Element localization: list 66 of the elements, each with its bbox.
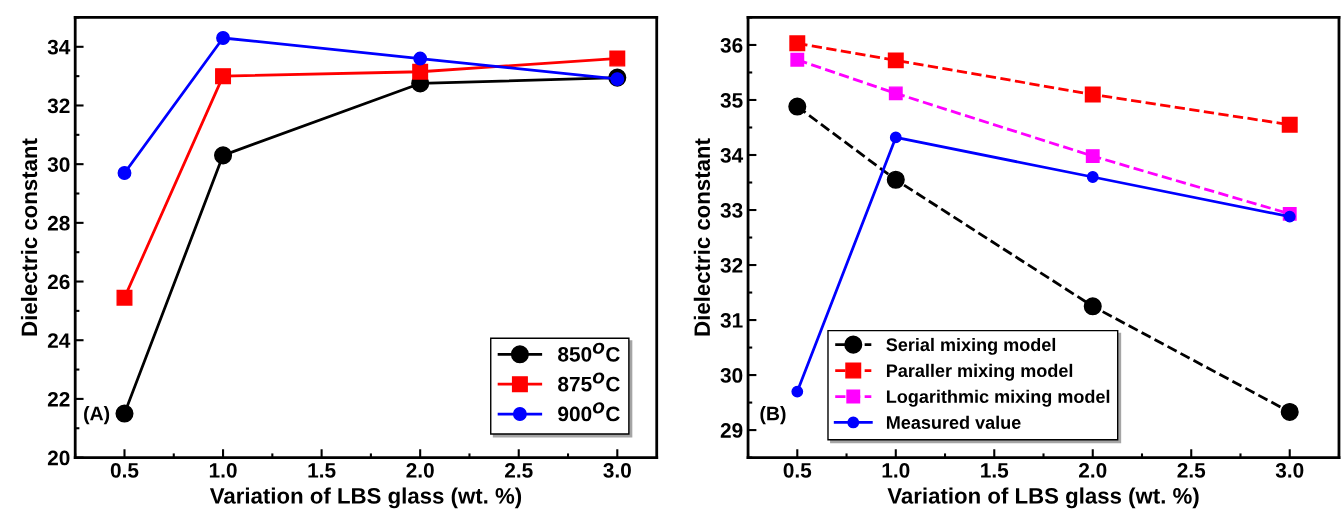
legend-label: Measured value (886, 415, 1021, 429)
legend-label: 850$^{O}$C (558, 342, 620, 362)
point (216, 31, 230, 45)
y-tick-label: 22 (47, 391, 70, 407)
y-tick-label: 32 (47, 98, 70, 114)
y-tick-label: 35 (720, 92, 743, 108)
point (215, 68, 232, 85)
y-tick-label: 20 (47, 450, 70, 466)
y-tick-label: 30 (47, 157, 70, 172)
annotation: (B) (760, 406, 786, 425)
point (1086, 171, 1099, 183)
legend-label: Logarithmic mixing model (886, 389, 1110, 407)
y-tick-label: 36 (720, 37, 743, 53)
point (117, 166, 132, 180)
point (1084, 86, 1101, 103)
point (214, 146, 233, 165)
point (888, 86, 903, 101)
point (412, 63, 429, 80)
y-tick-label: 30 (720, 368, 743, 383)
point (116, 289, 133, 306)
point (790, 52, 805, 67)
y-tick-label: 29 (720, 423, 743, 438)
point (115, 404, 134, 423)
point (789, 35, 806, 52)
y-axis-title: Dielectric constant (20, 138, 38, 336)
point (1280, 402, 1299, 421)
x-tick-label: 2.0 (1079, 463, 1107, 478)
x-tick-label: 0.5 (110, 463, 139, 478)
x-tick-label: 1.0 (209, 463, 237, 478)
y-tick-label: 26 (47, 274, 70, 290)
point (610, 72, 625, 87)
annotation: (A) (84, 406, 110, 425)
y-axis-title: Dielectric constant (693, 138, 711, 336)
legend-label: Paraller mixing model (886, 363, 1073, 381)
point (886, 170, 905, 189)
y-tick-label: 33 (720, 203, 743, 218)
x-tick-label: 1.0 (882, 463, 910, 478)
y-tick-label: 24 (47, 333, 71, 348)
x-tick-label: 0.5 (783, 463, 812, 478)
point (1283, 210, 1296, 223)
point (1083, 297, 1102, 316)
point (1085, 149, 1100, 164)
point (788, 97, 807, 116)
x-tick-label: 2.0 (406, 463, 434, 478)
legend-label: Serial mixing model (886, 337, 1056, 355)
point (413, 51, 428, 66)
y-tick-label: 34 (720, 148, 744, 163)
x-axis-title: Variation of LBS glass (wt. %) (887, 487, 1199, 509)
point (791, 385, 804, 398)
x-tick-label: 3.0 (603, 463, 631, 478)
y-tick-label: 31 (720, 313, 743, 328)
point (609, 50, 626, 67)
y-tick-label: 32 (720, 258, 743, 273)
x-tick-label: 1.5 (308, 463, 336, 478)
legend-label: 875$^{O}$C (558, 372, 620, 392)
x-axis-title: Variation of LBS glass (wt. %) (209, 487, 522, 509)
x-tick-label: 2.5 (504, 463, 533, 478)
x-tick-label: 1.5 (981, 463, 1009, 478)
point (889, 131, 902, 144)
point (887, 52, 904, 69)
y-tick-label: 34 (47, 39, 71, 55)
x-tick-label: 3.0 (1275, 463, 1304, 478)
legend-label: 900$^{O}$C (558, 402, 620, 422)
y-tick-label: 28 (47, 215, 70, 231)
point (1281, 116, 1298, 133)
x-tick-label: 2.5 (1177, 463, 1206, 478)
